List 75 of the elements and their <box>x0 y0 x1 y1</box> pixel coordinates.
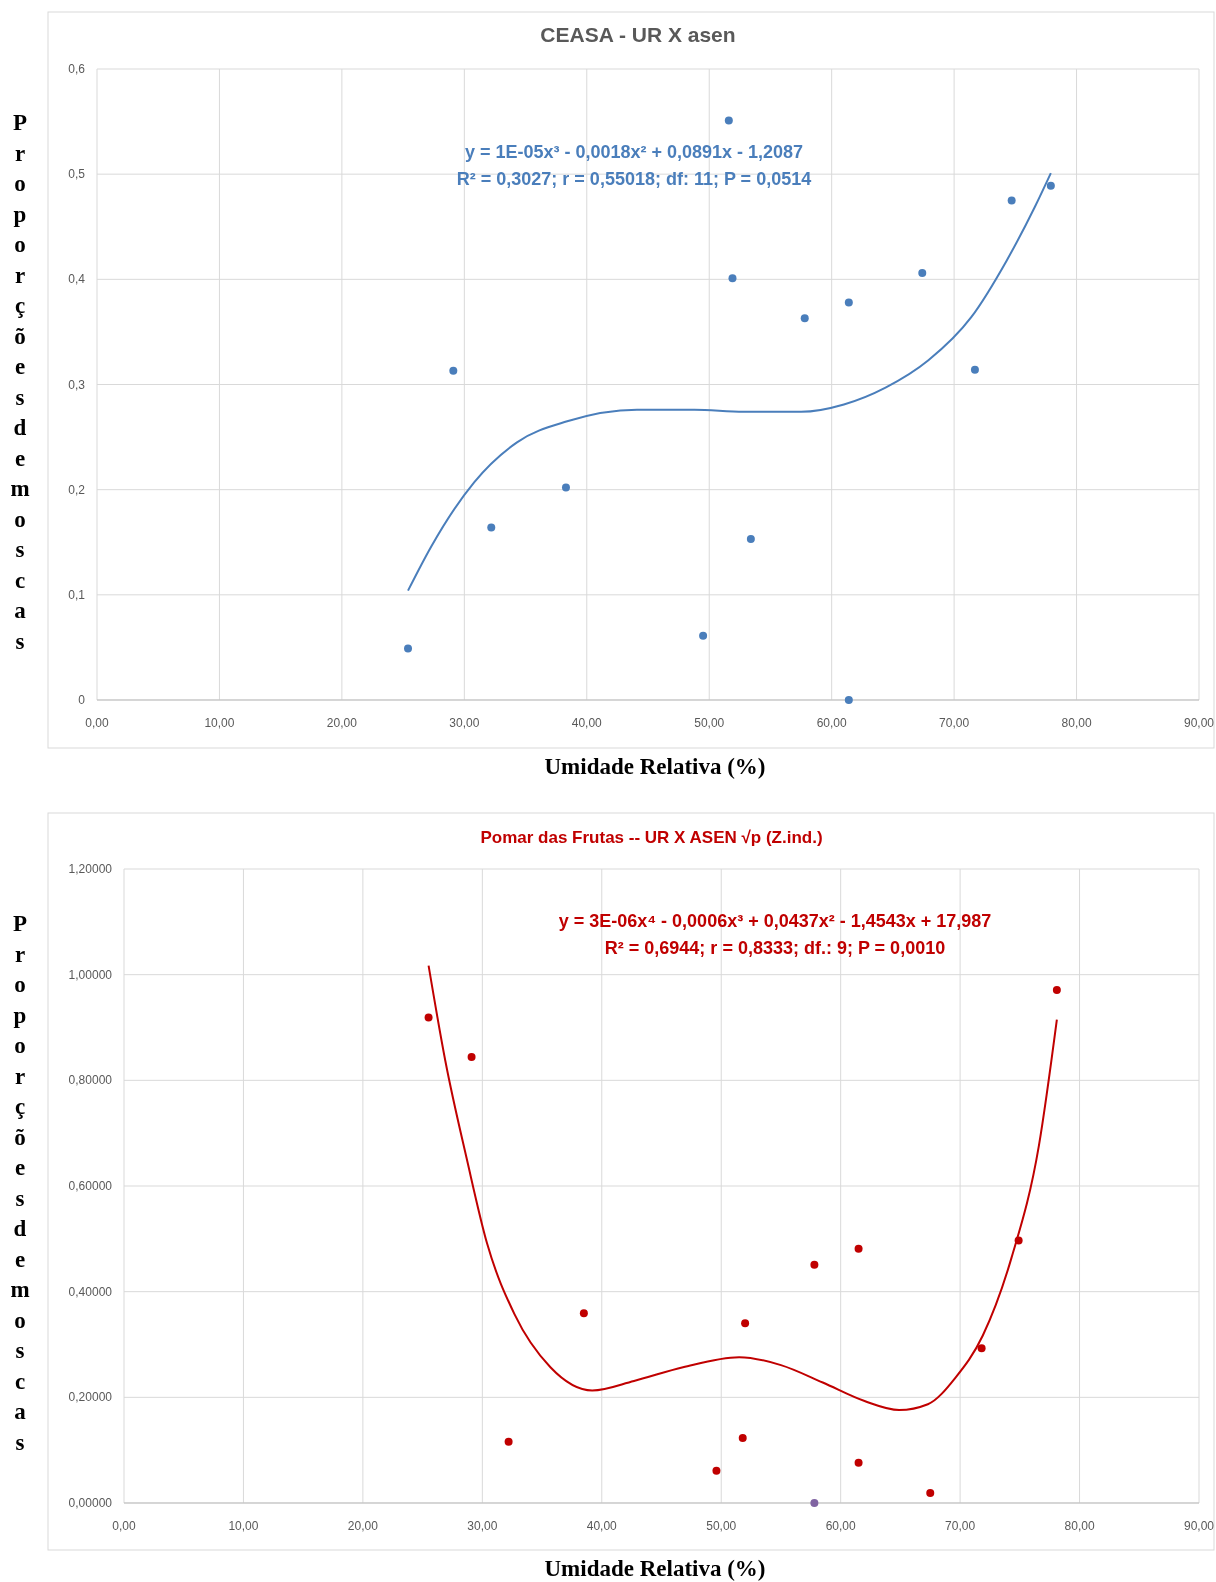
point <box>424 1013 433 1022</box>
x-tick-label: 40,00 <box>571 716 603 730</box>
x-tick-label: 0,00 <box>85 716 109 730</box>
point <box>854 1244 863 1253</box>
x-tick-label: 20,00 <box>347 1519 379 1533</box>
point <box>738 1434 747 1443</box>
y-tick-label: 0,20000 <box>68 1390 113 1405</box>
point <box>404 644 413 653</box>
point <box>449 366 458 375</box>
point <box>579 1309 588 1318</box>
x-tick-label: 60,00 <box>825 1519 857 1533</box>
x-tick-label: 90,00 <box>1183 1519 1215 1533</box>
y-tick-label: 0 <box>78 693 86 707</box>
point <box>810 1260 819 1269</box>
chart-title: CEASA - UR X asen <box>540 23 736 46</box>
y-tick-label: 0,6 <box>68 62 86 76</box>
point <box>699 631 708 640</box>
annotation: y = 1E-05x³ - 0,0018x² + 0,0891x - 1,2087 <box>464 142 804 162</box>
point <box>504 1437 513 1446</box>
x-tick-label: 10,00 <box>204 716 235 730</box>
x-axis-title: Umidade Relativa (%) <box>544 1556 766 1581</box>
text: Proporções de moscas <box>10 911 30 1455</box>
y-tick-label: 0,2 <box>68 482 86 497</box>
text: Proporções de moscas <box>10 110 30 654</box>
annotation: R² = 0,6944; r = 0,8333; df.: 9; P = 0,0010 <box>604 938 946 958</box>
point <box>712 1466 721 1475</box>
point <box>741 1319 750 1328</box>
point <box>800 314 809 323</box>
x-tick-label: 70,00 <box>939 716 970 730</box>
point <box>977 1344 986 1353</box>
point <box>1052 985 1061 994</box>
x-tick-label: 70,00 <box>945 1519 976 1533</box>
x-tick-label: 80,00 <box>1064 1519 1095 1533</box>
y-tick-label: 0,80000 <box>68 1073 113 1088</box>
point <box>728 274 737 283</box>
point <box>844 696 853 704</box>
y-tick-label: 0,00000 <box>68 1496 113 1510</box>
y-tick-label: 1,00000 <box>68 967 113 982</box>
x-tick-label: 20,00 <box>326 716 358 730</box>
x-tick-label: 10,00 <box>228 1519 259 1533</box>
point <box>918 269 927 278</box>
y-tick-label: 0,5 <box>68 167 86 182</box>
x-tick-label: 50,00 <box>706 1519 737 1533</box>
point <box>926 1488 935 1497</box>
y-tick-label: 0,4 <box>68 272 86 287</box>
annotation: R² = 0,3027; r = 0,55018; df: 11; P = 0,0514 <box>456 169 812 189</box>
point <box>561 483 570 492</box>
line-series <box>407 172 1052 592</box>
point <box>854 1458 863 1467</box>
y-tick-label: 0,60000 <box>68 1179 113 1193</box>
annotation: y = 3E-06x⁴ - 0,0006x³ + 0,0437x² - 1,4543x + 17,987 <box>558 911 992 931</box>
x-tick-label: 60,00 <box>816 716 848 730</box>
chart-title: Pomar das Frutas -- UR X ASEN √p (Z.ind.) <box>480 828 823 847</box>
point <box>844 298 853 307</box>
point <box>1007 196 1016 205</box>
point <box>970 365 979 374</box>
x-axis-title: Umidade Relativa (%) <box>544 754 766 779</box>
x-tick-label: 30,00 <box>467 1519 498 1533</box>
x-tick-label: 90,00 <box>1183 716 1215 730</box>
point <box>1046 181 1055 190</box>
y-tick-label: 0,3 <box>68 377 86 392</box>
point <box>487 523 496 532</box>
point <box>467 1053 476 1062</box>
y-tick-label: 0,1 <box>68 587 86 602</box>
x-tick-label: 30,00 <box>449 716 480 730</box>
x-tick-label: 80,00 <box>1061 716 1092 730</box>
x-tick-label: 50,00 <box>694 716 725 730</box>
y-tick-label: 1,20000 <box>68 862 113 876</box>
point <box>724 116 733 125</box>
point <box>746 535 755 544</box>
x-tick-label: 0,00 <box>112 1519 136 1533</box>
x-tick-label: 40,00 <box>586 1519 618 1533</box>
y-tick-label: 0,40000 <box>68 1284 113 1299</box>
point <box>810 1499 819 1507</box>
line-series <box>427 964 1058 1412</box>
